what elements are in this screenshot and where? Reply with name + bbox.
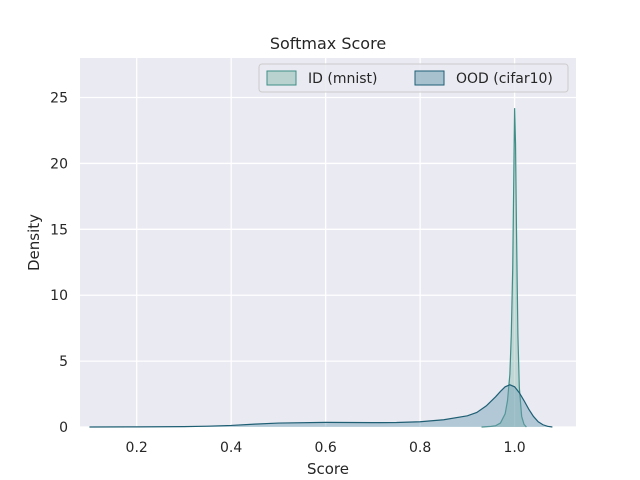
legend-swatch-0 [266, 70, 297, 86]
y-tick-label: 5 [59, 354, 68, 370]
legend-label-1: OOD (cifar10) [456, 71, 553, 87]
y-tick-label: 15 [50, 222, 68, 238]
x-tick-label: 0.2 [126, 440, 148, 456]
x-axis-label: Score [307, 460, 349, 478]
y-tick-label: 20 [50, 156, 68, 172]
y-tick-label: 25 [50, 91, 68, 107]
legend: ID (mnist) OOD (cifar10) [258, 63, 569, 93]
series-area-0 [481, 108, 527, 427]
y-tick-label: 10 [50, 288, 68, 304]
x-tick-label: 0.4 [220, 440, 242, 456]
plot-background [80, 58, 576, 427]
series-area-1 [89, 384, 553, 427]
x-tick-label: 0.6 [315, 440, 337, 456]
axis-text: 0.2 0.4 0.6 0.8 1.0 0 5 10 15 20 25 Softmax Score Sc… [25, 34, 526, 478]
y-tick-label: 0 [59, 420, 68, 436]
legend-swatch-1 [414, 70, 445, 86]
plot-area [80, 58, 576, 428]
legend-label-0: ID (mnist) [308, 71, 377, 87]
y-axis-label: Density [25, 214, 43, 271]
legend-box [258, 63, 569, 93]
x-tick-label: 0.8 [409, 440, 431, 456]
series-line-1 [89, 384, 553, 428]
x-tick-label: 1.0 [503, 440, 525, 456]
chart-title: Softmax Score [270, 34, 386, 53]
